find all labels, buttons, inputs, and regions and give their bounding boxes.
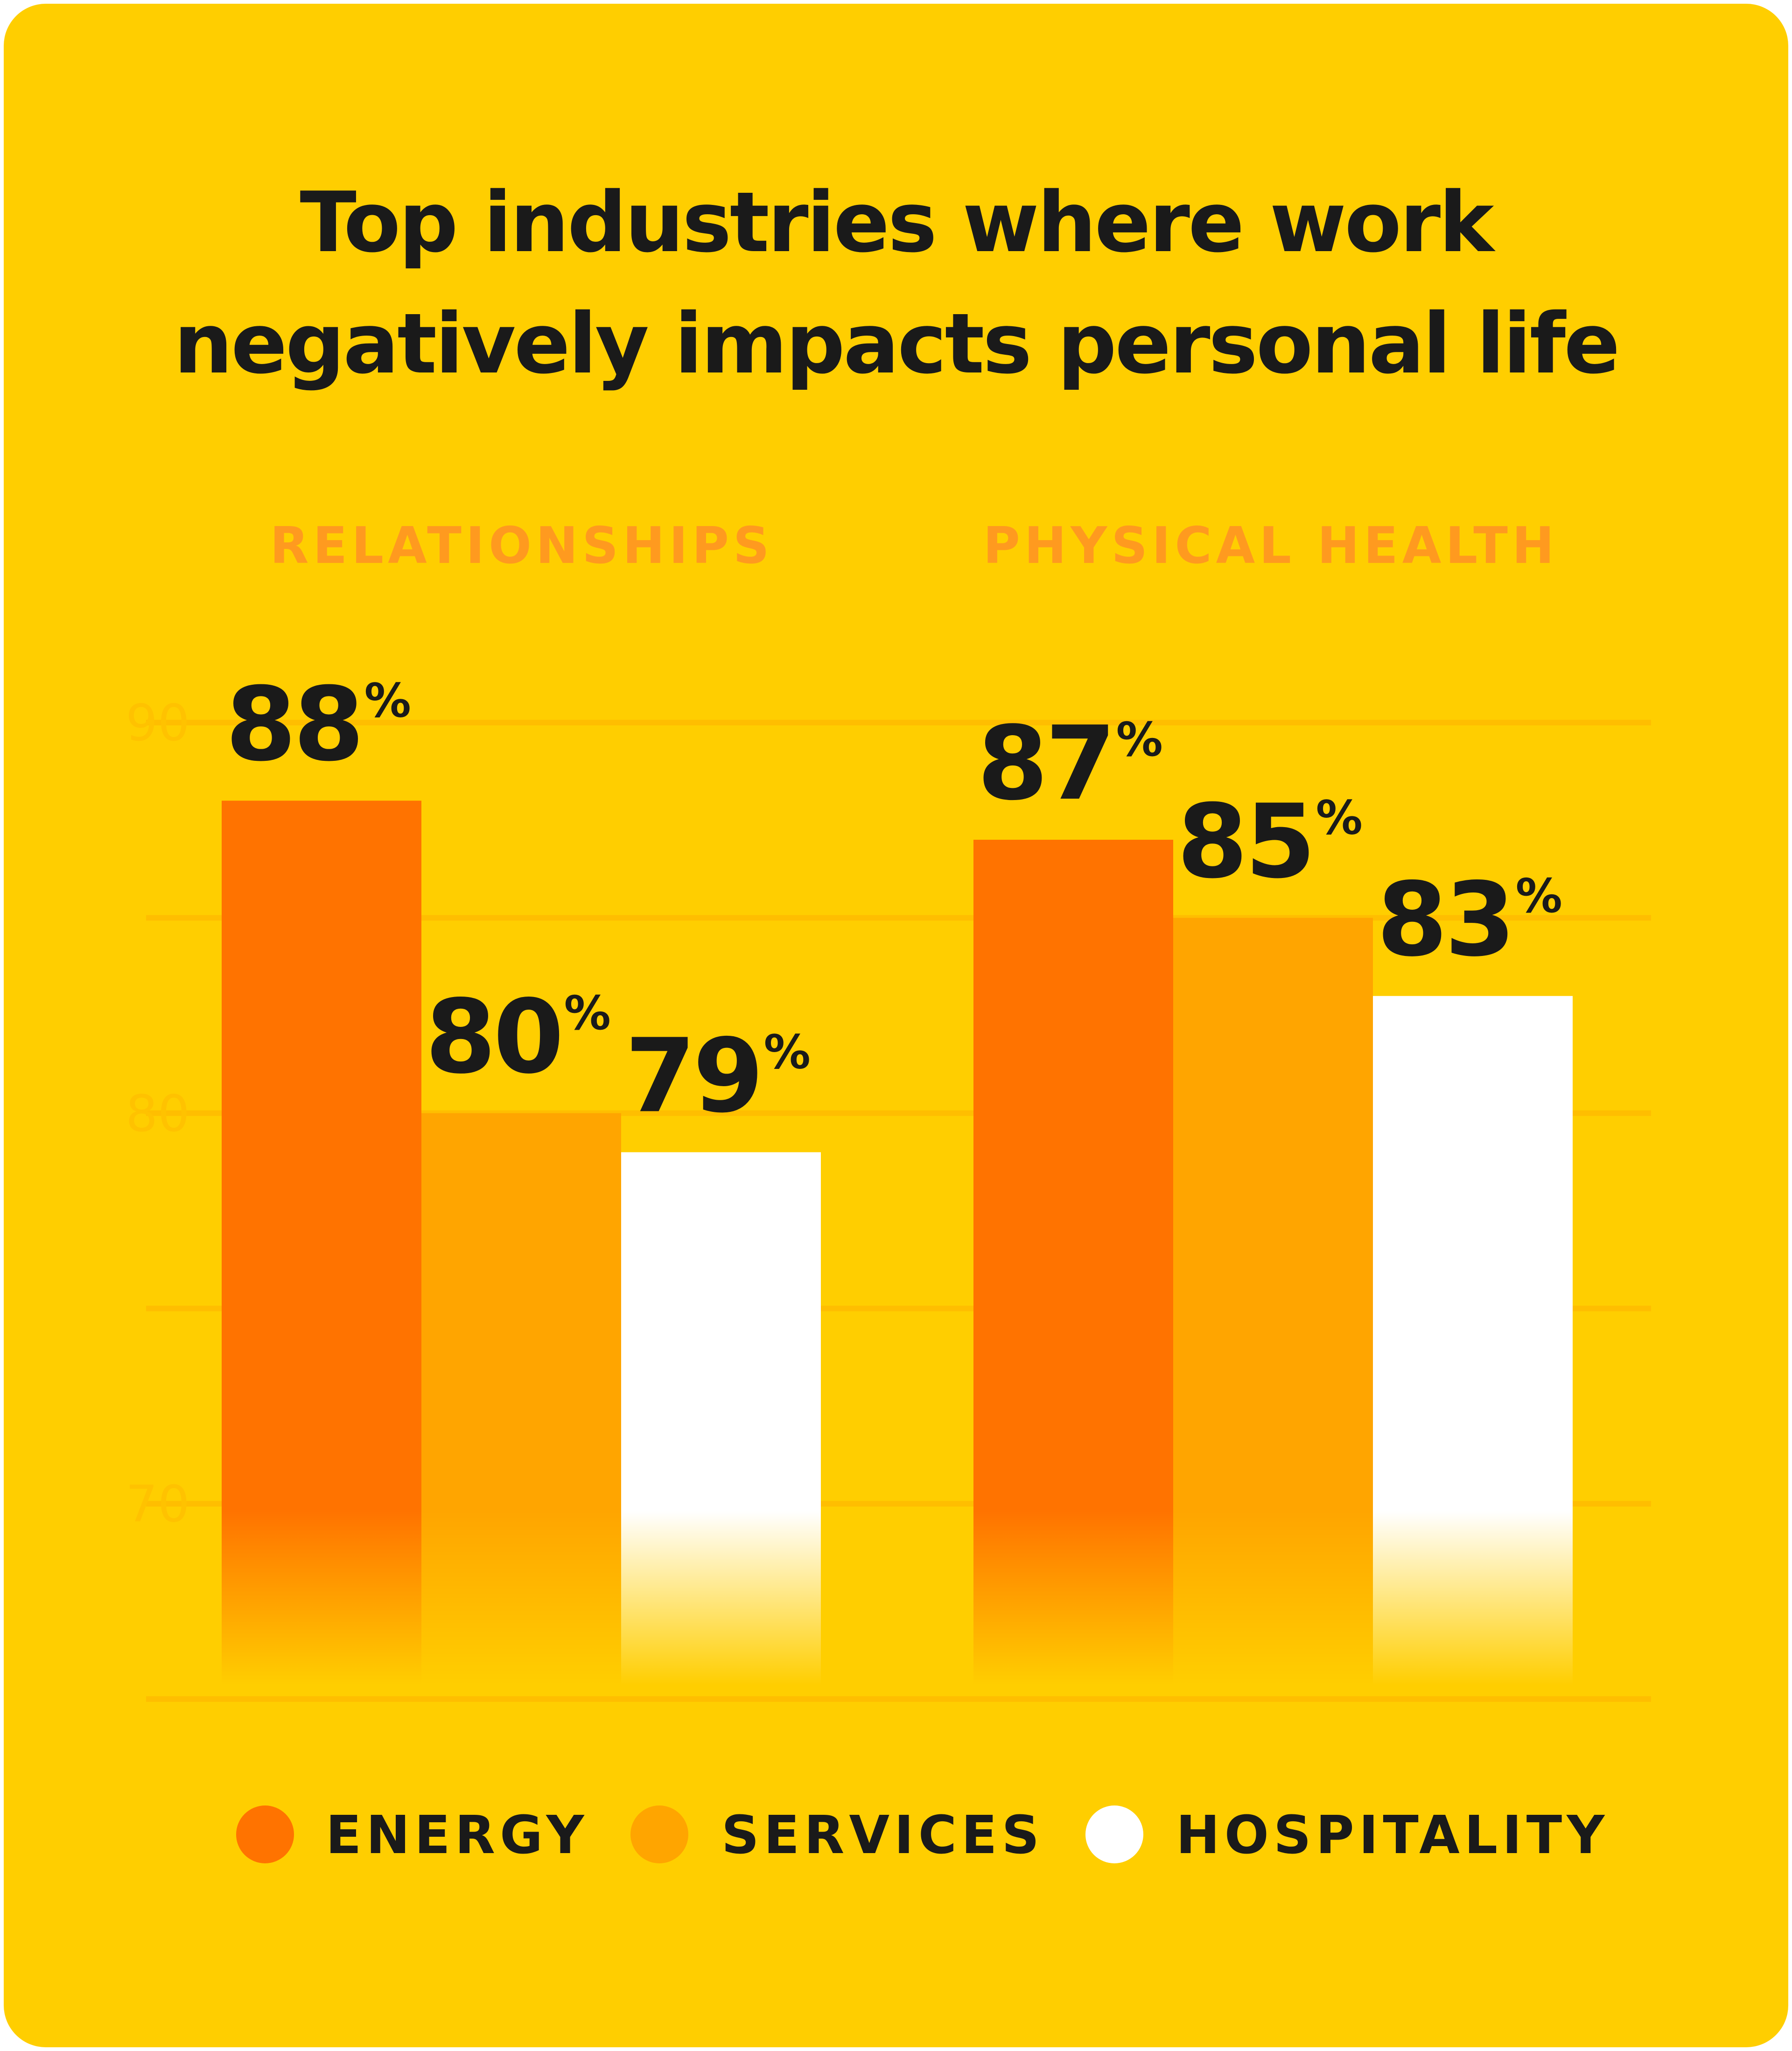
chart-title-line: Top industries where work: [300, 174, 1496, 271]
group-label-physical-health: PHYSICAL HEALTH: [983, 517, 1559, 575]
data-label-value: 80: [425, 978, 561, 1096]
bars: [222, 801, 1573, 1685]
bar-services-physical-health: [1173, 918, 1373, 1685]
legend: ENERGY SERVICES HOSPITALITY: [236, 1805, 1609, 1866]
data-label-services-physical-health: 85%: [1177, 783, 1361, 901]
percent-sign: %: [564, 986, 610, 1040]
data-labels: 88%87%80%85%79%83%: [225, 666, 1564, 1135]
data-label-value: 79: [625, 1017, 761, 1135]
bar-services-relationships: [421, 1113, 621, 1685]
y-tick-labels: 70 80 90: [126, 694, 189, 1534]
legend-swatch-hospitality: [1085, 1805, 1143, 1863]
legend-label-hospitality: HOSPITALITY: [1176, 1805, 1609, 1866]
y-tick-label: 90: [126, 694, 189, 752]
y-tick-label: 70: [126, 1475, 189, 1534]
data-label-value: 85: [1177, 783, 1313, 901]
data-label-hospitality-physical-health: 83%: [1377, 861, 1561, 979]
chart-title: Top industries where work negatively impa…: [174, 174, 1620, 392]
group-labels: RELATIONSHIPS PHYSICAL HEALTH: [270, 517, 1559, 575]
data-label-hospitality-relationships: 79%: [625, 1017, 809, 1135]
percent-sign: %: [364, 673, 410, 728]
bar-energy-relationships: [222, 801, 421, 1685]
data-label-value: 88: [225, 666, 361, 784]
group-label-relationships: RELATIONSHIPS: [270, 517, 773, 575]
percent-sign: %: [1116, 712, 1162, 767]
data-label-value: 87: [977, 705, 1113, 823]
percent-sign: %: [1516, 869, 1561, 923]
legend-label-energy: ENERGY: [326, 1805, 589, 1866]
chart-card: Top industries where work negatively impa…: [4, 4, 1788, 2047]
bar-hospitality-relationships: [621, 1152, 821, 1685]
data-label-value: 83: [1377, 861, 1512, 979]
percent-sign: %: [1316, 790, 1362, 845]
y-tick-label: 80: [126, 1085, 189, 1143]
percent-sign: %: [764, 1025, 810, 1079]
legend-label-services: SERVICES: [721, 1805, 1044, 1866]
legend-swatch-services: [630, 1805, 688, 1863]
legend-swatch-energy: [236, 1805, 294, 1863]
data-label-energy-relationships: 88%: [225, 666, 410, 784]
chart-title-line: negatively impacts personal life: [174, 295, 1618, 392]
data-label-services-relationships: 80%: [425, 978, 609, 1096]
data-label-energy-physical-health: 87%: [977, 705, 1162, 823]
bar-energy-physical-health: [973, 840, 1173, 1685]
bar-hospitality-physical-health: [1373, 996, 1573, 1685]
bar-chart: Top industries where work negatively impa…: [4, 4, 1788, 2047]
